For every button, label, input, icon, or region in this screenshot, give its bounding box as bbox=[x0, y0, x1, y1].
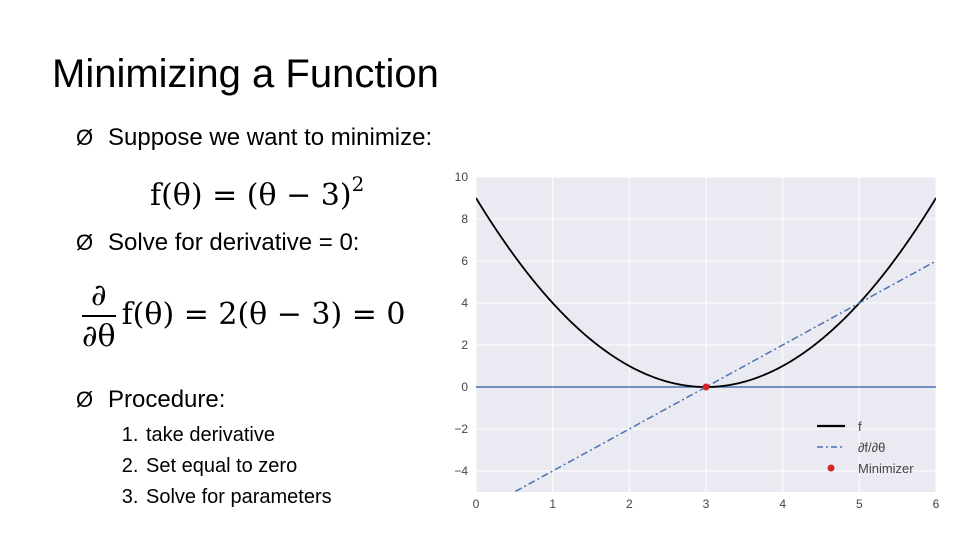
x-tick-label: 2 bbox=[626, 497, 633, 511]
minimization-chart: 0 1 2 3 4 5 6 10 8 6 4 2 0 −2 −4 f ∂f/∂θ Minimizer bbox=[454, 170, 940, 511]
y-tick-label: 2 bbox=[461, 338, 468, 352]
arrow-bullet-icon: Ø bbox=[76, 387, 94, 412]
y-tick-label: 6 bbox=[461, 254, 468, 268]
y-tick-label: −2 bbox=[454, 422, 468, 436]
procedure-step: take derivative bbox=[144, 420, 332, 451]
equation-derivative: ∂ ∂θ f(θ) = 2(θ − 3) = 0 bbox=[82, 278, 406, 354]
bullet-procedure: Ø Procedure: bbox=[76, 386, 225, 414]
derivative-fraction: ∂ ∂θ bbox=[82, 278, 116, 354]
y-tick-label: −4 bbox=[454, 464, 468, 478]
x-tick-label: 3 bbox=[703, 497, 710, 511]
y-tick-label: 8 bbox=[461, 212, 468, 226]
x-tick-label: 6 bbox=[933, 497, 940, 511]
y-tick-label: 10 bbox=[455, 170, 469, 184]
x-tick-label: 1 bbox=[549, 497, 556, 511]
equation-function-lhs: f(θ) = (θ − 3) bbox=[150, 178, 352, 213]
x-tick-label: 4 bbox=[779, 497, 786, 511]
legend-label: Minimizer bbox=[858, 461, 914, 476]
procedure-step: Set equal to zero bbox=[144, 451, 332, 482]
legend-label: f bbox=[858, 419, 862, 434]
minimizer-point bbox=[702, 383, 710, 391]
equation-function-exponent: 2 bbox=[351, 172, 365, 196]
bullet-derivative: Ø Solve for derivative = 0: bbox=[76, 229, 359, 257]
procedure-steps: take derivative Set equal to zero Solve … bbox=[110, 420, 332, 513]
y-tick-label: 4 bbox=[461, 296, 468, 310]
legend-marker-minimizer bbox=[827, 464, 835, 472]
procedure-step: Solve for parameters bbox=[144, 482, 332, 513]
x-tick-label: 5 bbox=[856, 497, 863, 511]
bullet-minimize-text: Suppose we want to minimize: bbox=[108, 124, 433, 151]
bullet-procedure-text: Procedure: bbox=[108, 386, 226, 413]
legend-label: ∂f/∂θ bbox=[858, 440, 885, 455]
arrow-bullet-icon: Ø bbox=[76, 125, 94, 150]
derivative-numerator: ∂ bbox=[82, 278, 116, 317]
bullet-minimize: Ø Suppose we want to minimize: bbox=[76, 124, 432, 152]
y-tick-label: 0 bbox=[461, 380, 468, 394]
bullet-derivative-text: Solve for derivative = 0: bbox=[108, 229, 360, 256]
arrow-bullet-icon: Ø bbox=[76, 230, 94, 255]
series-derivative-line bbox=[512, 260, 936, 492]
derivative-denominator: ∂θ bbox=[82, 319, 116, 354]
x-tick-label: 0 bbox=[473, 497, 480, 511]
slide-title: Minimizing a Function bbox=[52, 52, 439, 96]
equation-function: f(θ) = (θ − 3)2 bbox=[150, 172, 364, 213]
equation-derivative-rest: f(θ) = 2(θ − 3) = 0 bbox=[121, 297, 406, 332]
